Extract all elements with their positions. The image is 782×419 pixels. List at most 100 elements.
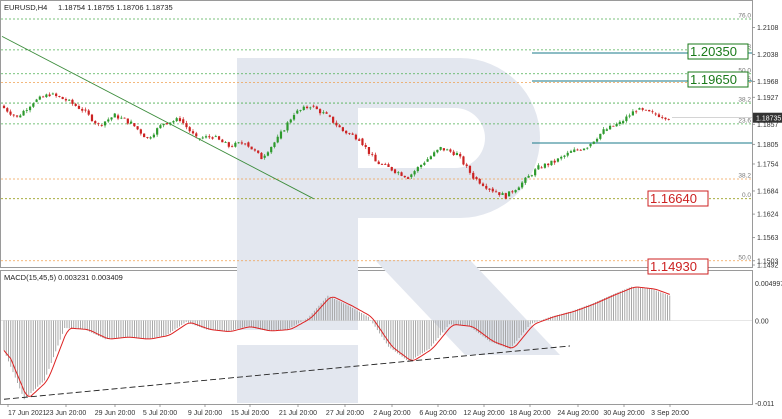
fib-level-label: 50.0 [738, 254, 751, 261]
price-panel-frame [0, 0, 753, 268]
level-box [647, 190, 709, 207]
candle-body [498, 192, 501, 195]
candle-body [64, 99, 68, 101]
candle-body [534, 169, 537, 176]
candle-body [521, 182, 524, 188]
macd-signal-line [3, 286, 670, 397]
candle-body [406, 177, 410, 179]
candle-body [579, 149, 582, 151]
candle-body [563, 155, 566, 157]
candle-body [325, 112, 328, 114]
price-pane: 76.061.850.023.638.223.638.20.050.01.203… [1, 13, 752, 275]
price-tick-label: 1.1927 [757, 95, 779, 102]
candle-body [459, 153, 462, 157]
candle-body [162, 123, 165, 126]
candle-body [446, 149, 449, 151]
price-tick-label: 1.2108 [757, 25, 779, 32]
candle-body [667, 119, 670, 120]
candle-body [94, 121, 97, 124]
candle-body [335, 122, 338, 126]
level-label: 1.19650 [690, 72, 737, 87]
candle-body [638, 108, 641, 110]
candle-body [556, 158, 560, 162]
candle-body [433, 152, 436, 157]
price-tick-label: 1.1624 [757, 212, 779, 219]
candle-body [348, 133, 351, 135]
candle-body [374, 154, 377, 162]
candle-body [253, 149, 257, 151]
candle-body [592, 141, 595, 144]
candle-body [58, 96, 61, 97]
candle-body [188, 127, 191, 132]
candle-body [351, 133, 354, 135]
candle-body [384, 164, 387, 165]
candle-body [283, 130, 286, 132]
level-box [647, 258, 709, 275]
candle-body [172, 121, 175, 123]
candle-body [547, 163, 550, 166]
candle-body [354, 134, 358, 140]
candle-body [358, 139, 361, 141]
candle-body [71, 99, 74, 104]
candle-body [641, 108, 644, 110]
candle-body [191, 131, 195, 134]
candle-body [586, 147, 589, 149]
candle-body [120, 117, 123, 119]
candle-body [15, 115, 19, 117]
macd-tick-label: -0.011 [755, 401, 774, 408]
candle-body [123, 117, 126, 119]
candle-body [152, 134, 155, 138]
candle-body [657, 114, 661, 118]
candle-body [481, 183, 485, 186]
candle-body [423, 162, 426, 165]
price-tick-label: 1.1492 [757, 263, 779, 270]
candle-body [97, 123, 100, 125]
candle-body [608, 125, 612, 130]
candle-body [87, 110, 90, 115]
price-trendline [1, 35, 314, 200]
candle-body [345, 130, 348, 134]
candle-body [126, 118, 129, 124]
candle-body [449, 149, 452, 152]
candle-body [328, 115, 331, 117]
candle-body [322, 112, 325, 114]
macd-tick-label: 0.00 [755, 318, 769, 325]
candle-body [22, 110, 25, 116]
chart-symbol: EURUSD,H4 [4, 3, 47, 12]
candle-body [260, 152, 263, 160]
candle-body [364, 145, 367, 148]
candle-body [2, 105, 6, 109]
candle-body [338, 125, 341, 128]
candle-body [517, 187, 520, 191]
candle-body [201, 137, 204, 139]
candle-body [648, 109, 651, 112]
candle-body [582, 148, 586, 151]
time-tick-label: 21 Jul 20:00 [279, 410, 317, 417]
level-label: 1.20350 [690, 44, 737, 59]
candle-body [296, 110, 299, 114]
candle-body [25, 110, 28, 111]
candle-body [230, 146, 234, 148]
candle-body [51, 93, 54, 95]
candle-body [250, 146, 253, 150]
candle-body [32, 103, 35, 107]
candle-body [465, 164, 468, 166]
candle-body [103, 121, 107, 126]
level-box [687, 71, 749, 88]
price-tick-label: 1.2038 [757, 52, 779, 59]
candle-body [237, 142, 240, 144]
candle-body [527, 175, 530, 178]
candle-body [45, 94, 48, 98]
candle-body [136, 126, 139, 130]
candle-body [149, 137, 152, 139]
candle-body [68, 99, 71, 101]
candle-body [514, 190, 517, 193]
level-box [687, 43, 749, 60]
candle-body [77, 105, 81, 109]
candle-body [462, 156, 465, 165]
candle-body [84, 109, 87, 111]
candle-body [185, 123, 188, 128]
candle-body [651, 111, 654, 113]
candle-body [416, 167, 419, 172]
